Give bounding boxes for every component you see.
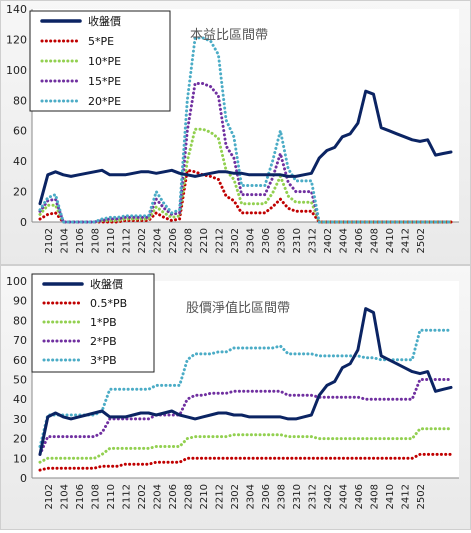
series-line-0.5*PB bbox=[38, 452, 453, 472]
x-tick-label: 2104 bbox=[59, 484, 70, 509]
y-tick-label: 0 bbox=[20, 216, 27, 229]
x-tick-label: 2302 bbox=[230, 228, 241, 253]
x-tick-label: 2106 bbox=[75, 228, 86, 253]
y-tick-label: 20 bbox=[13, 433, 27, 446]
x-tick-label: 2110 bbox=[106, 228, 117, 253]
x-tick-label: 2408 bbox=[369, 228, 380, 253]
x-tick-label: 2204 bbox=[152, 228, 163, 253]
x-tick-label: 2410 bbox=[385, 484, 396, 509]
y-tick-label: 90 bbox=[13, 295, 27, 308]
x-tick-label: 2108 bbox=[90, 228, 101, 253]
x-tick-label: 2102 bbox=[44, 228, 55, 253]
x-tick-label: 2304 bbox=[245, 228, 256, 253]
y-tick-label: 50 bbox=[13, 374, 27, 387]
x-tick-label: 2108 bbox=[90, 484, 101, 509]
y-tick-label: 80 bbox=[13, 94, 27, 107]
chart-title: 股價淨值比區間帶 bbox=[186, 300, 290, 316]
x-tick-label: 2102 bbox=[44, 484, 55, 509]
y-tick-label: 100 bbox=[6, 64, 27, 77]
legend: 收盤價 0.5*PB 1*PB 2*PB 3*PB bbox=[31, 273, 155, 373]
legend-label: 3*PB bbox=[90, 354, 117, 367]
x-tick-label: 2406 bbox=[354, 228, 365, 253]
x-tick-label: 2112 bbox=[121, 228, 132, 253]
x-tick-label: 2402 bbox=[323, 484, 334, 509]
x-tick-label: 2502 bbox=[416, 228, 427, 253]
x-tick-label: 2202 bbox=[137, 228, 148, 253]
y-tick-label: 40 bbox=[13, 155, 27, 168]
x-tick-label: 2310 bbox=[292, 484, 303, 509]
y-tick-label: 20 bbox=[13, 186, 27, 199]
x-tick-label: 2208 bbox=[183, 228, 194, 253]
y-tick-label: 0 bbox=[20, 472, 27, 485]
x-tick-label: 2306 bbox=[261, 484, 272, 509]
legend: 收盤價 5*PE 10*PE 15*PE 20*PE bbox=[29, 10, 171, 112]
legend-label: 15*PE bbox=[88, 75, 121, 88]
x-tick-label: 2212 bbox=[214, 484, 225, 509]
x-tick-label: 2202 bbox=[137, 484, 148, 509]
legend-label: 2*PB bbox=[90, 335, 117, 348]
y-tick-label: 140 bbox=[6, 3, 27, 16]
series-line-20*PE bbox=[38, 36, 453, 224]
y-tick-label: 10 bbox=[13, 452, 27, 465]
x-tick-label: 2112 bbox=[121, 484, 132, 509]
series-line-1*PB bbox=[38, 427, 453, 464]
y-tick-label: 30 bbox=[13, 413, 27, 426]
x-tick-label: 2408 bbox=[369, 484, 380, 509]
pb-band-chart-panel: 0 10 20 30 40 50 60 70 80 90 100 2102 2104 2106 2108 21… bbox=[0, 265, 471, 530]
x-tick-label: 2412 bbox=[400, 228, 411, 253]
x-tick-label: 2312 bbox=[307, 484, 318, 509]
x-tick-label: 2104 bbox=[59, 228, 70, 253]
x-tick-label: 2404 bbox=[338, 484, 349, 509]
x-tick-label: 2402 bbox=[323, 228, 334, 253]
legend-label: 5*PE bbox=[88, 35, 114, 48]
chart-title: 本益比區間帶 bbox=[190, 28, 268, 43]
x-tick-label: 2308 bbox=[276, 228, 287, 253]
x-tick-label: 2208 bbox=[183, 484, 194, 509]
y-tick-label: 70 bbox=[13, 334, 27, 347]
y-tick-label: 120 bbox=[6, 33, 27, 46]
y-tick-label: 40 bbox=[13, 393, 27, 406]
x-tick-label: 2206 bbox=[168, 484, 179, 509]
x-tick-label: 2308 bbox=[276, 484, 287, 509]
legend-label: 收盤價 bbox=[88, 14, 121, 28]
pe-band-chart: 0 20 40 60 80 100 120 140 2102 2104 2106 2108 2110 21… bbox=[6, 3, 459, 253]
x-tick-label: 2302 bbox=[230, 484, 241, 509]
x-tick-label: 2204 bbox=[152, 484, 163, 509]
x-tick-label: 2110 bbox=[106, 484, 117, 509]
x-tick-label: 2410 bbox=[385, 228, 396, 253]
y-tick-label: 80 bbox=[13, 314, 27, 327]
x-tick-label: 2412 bbox=[400, 484, 411, 509]
series-line-3*PB bbox=[38, 328, 453, 448]
legend-label: 1*PB bbox=[90, 316, 117, 329]
legend-label: 0.5*PB bbox=[90, 297, 127, 310]
legend-label: 20*PE bbox=[88, 95, 121, 108]
x-tick-label: 2312 bbox=[307, 228, 318, 253]
y-tick-label: 60 bbox=[13, 125, 27, 138]
x-tick-label: 2304 bbox=[245, 484, 256, 509]
series-line-收盤價 bbox=[38, 89, 453, 206]
pb-band-chart: 0 10 20 30 40 50 60 70 80 90 100 2102 2104 2106 2108 21… bbox=[6, 273, 459, 509]
x-tick-label: 2404 bbox=[338, 228, 349, 253]
y-tick-label: 60 bbox=[13, 354, 27, 367]
pe-band-chart-panel: 0 20 40 60 80 100 120 140 2102 2104 2106 2108 2110 21… bbox=[0, 0, 471, 265]
series-line-收盤價 bbox=[38, 307, 453, 456]
x-tick-label: 2212 bbox=[214, 228, 225, 253]
x-tick-label: 2306 bbox=[261, 228, 272, 253]
legend-label: 收盤價 bbox=[90, 277, 123, 291]
x-tick-label: 2106 bbox=[75, 484, 86, 509]
legend-label: 10*PE bbox=[88, 55, 121, 68]
x-tick-label: 2310 bbox=[292, 228, 303, 253]
x-tick-label: 2502 bbox=[416, 484, 427, 509]
x-tick-label: 2206 bbox=[168, 228, 179, 253]
x-tick-label: 2406 bbox=[354, 484, 365, 509]
legend-box bbox=[29, 10, 171, 112]
y-tick-label: 100 bbox=[6, 275, 27, 288]
x-tick-label: 2210 bbox=[199, 484, 210, 509]
x-tick-label: 2210 bbox=[199, 228, 210, 253]
series-line-10*PE bbox=[38, 127, 453, 224]
